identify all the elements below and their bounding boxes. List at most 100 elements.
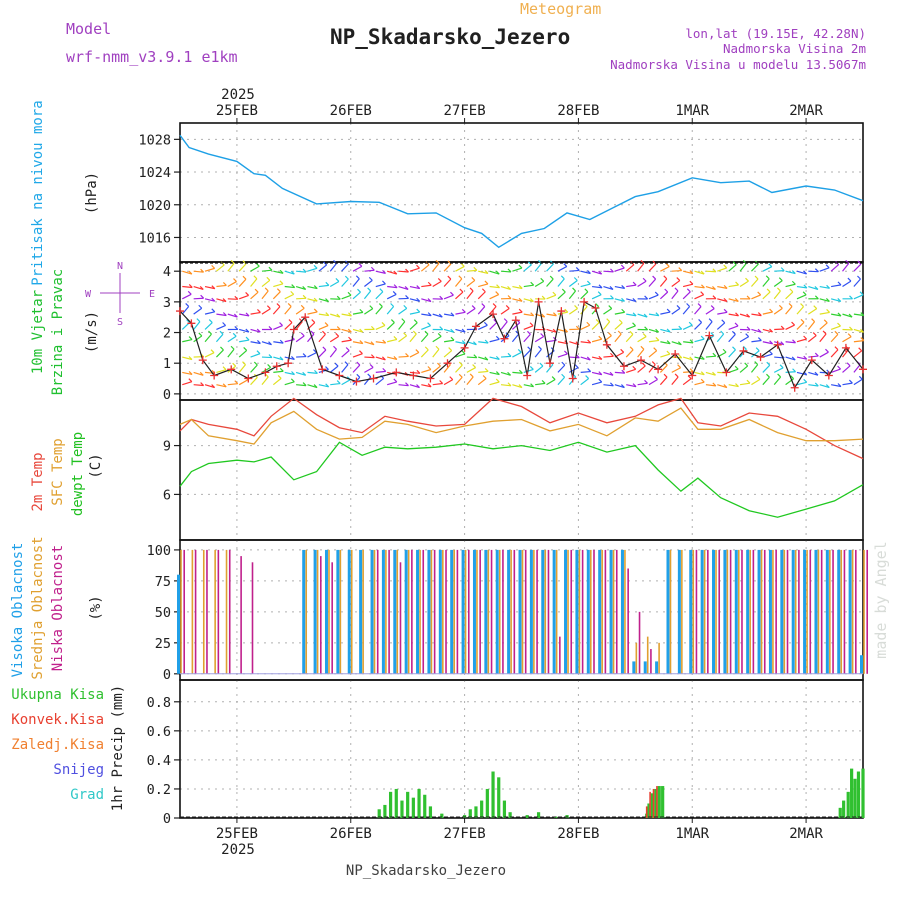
wind-gust-marker: [534, 297, 543, 306]
low-cloud-bar: [786, 549, 789, 674]
wind-barb: [182, 285, 193, 289]
wind-barb-flag: [800, 318, 805, 323]
wind-barb-flag: [233, 313, 238, 318]
wind-barb-flag: [757, 337, 762, 341]
wind-barb-flag: [427, 298, 432, 302]
wind-barb: [363, 290, 372, 300]
wind-barb-flag: [495, 291, 500, 295]
mid-cloud-bar: [350, 549, 353, 674]
wind-barb-flag: [313, 349, 317, 354]
wind-barb: [284, 306, 292, 315]
wind-barb: [637, 313, 648, 318]
mid-cloud-bar: [510, 549, 512, 674]
wind-barb: [580, 283, 591, 288]
wind-barb: [592, 285, 603, 289]
low-cloud-bar: [775, 549, 777, 674]
wind-barb: [671, 376, 679, 386]
wind-barb-flag: [245, 291, 250, 296]
wind-barb-flag: [518, 369, 523, 374]
wind-barb: [250, 353, 261, 358]
wind-barb: [683, 371, 694, 373]
wind-barb-flag: [803, 270, 808, 275]
wind-barb-flag: [208, 319, 213, 323]
wind-barb: [204, 371, 216, 375]
wind-barb: [296, 270, 307, 273]
wind-barb: [569, 356, 580, 359]
wind-barb: [238, 349, 248, 358]
wind-barb: [352, 311, 363, 315]
wind-barb: [535, 382, 546, 386]
wind-barb: [204, 384, 215, 389]
mid-cloud-bar: [498, 549, 501, 674]
wind-barb-flag: [710, 305, 715, 310]
wind-barb: [682, 324, 693, 331]
wind-barb: [500, 270, 512, 273]
wind-barb: [352, 265, 363, 272]
wind-barb: [625, 349, 634, 358]
wind-barb: [660, 328, 671, 333]
total-precip-bar: [657, 786, 661, 818]
wind-barb: [193, 335, 203, 343]
wind-barb-flag: [540, 277, 545, 282]
cloud-ylabel-low: Niska Oblacnost: [50, 545, 66, 671]
wind-gust-marker: [807, 356, 816, 365]
wind-barb-flag: [370, 266, 375, 271]
mid-cloud-bar: [191, 549, 194, 674]
total-precip-bar: [846, 791, 850, 818]
wind-barb: [364, 308, 374, 315]
wind-barb-flag: [461, 350, 466, 355]
wind-barb: [546, 263, 554, 272]
wind-barb: [216, 264, 225, 272]
wind-gust-marker: [289, 325, 298, 334]
wind-barb-flag: [495, 270, 500, 275]
wind-barb: [671, 341, 682, 346]
low-cloud-bar: [490, 549, 493, 674]
wind-barb-flag: [234, 295, 239, 300]
wind-barb-flag: [606, 318, 611, 323]
wind-barb: [398, 355, 409, 358]
wind-barb-flag: [541, 295, 546, 300]
wind-barb: [511, 333, 520, 343]
mid-cloud-bar: [658, 642, 660, 674]
wind-gust-marker: [790, 383, 799, 392]
wind-barb-flag: [551, 376, 556, 380]
wind-barb-flag: [834, 330, 839, 335]
wind-barb: [773, 280, 783, 288]
wind-gust-marker: [756, 353, 765, 362]
wind-barb: [683, 341, 694, 344]
total-precip-bar: [838, 807, 842, 818]
wind-barb-flag: [528, 261, 532, 266]
wind-barb-flag: [666, 308, 671, 313]
high-cloud-bar: [404, 549, 408, 674]
wind-barb-flag: [643, 313, 648, 318]
wind-barb: [807, 321, 816, 330]
day-label: 25FEB: [216, 826, 258, 842]
high-cloud-bar: [518, 549, 522, 674]
wind-barb: [785, 341, 796, 344]
wind-barb-flag: [483, 321, 488, 326]
wind-barb-flag: [200, 268, 205, 273]
wind-barb: [637, 336, 647, 343]
high-cloud-bar: [860, 655, 863, 674]
wind-barb-flag: [777, 287, 781, 292]
total-precip-bar: [491, 771, 495, 818]
wind-barb-flag: [745, 277, 749, 282]
wind-barb-flag: [416, 285, 421, 289]
wind-gust-marker: [369, 374, 378, 383]
low-cloud-bar: [627, 568, 629, 674]
wind-barb: [295, 371, 306, 376]
pressure-ylabel-unit: (hPa): [84, 172, 100, 214]
wind-barb-flag: [586, 356, 591, 361]
altitude-label: Nadmorska Visina 2m: [723, 41, 866, 56]
wind-barb-flag: [310, 330, 315, 335]
wind-barb-flag: [780, 341, 785, 346]
low-cloud-bar: [809, 549, 812, 674]
high-cloud-bar: [529, 549, 533, 674]
wind-barb-flag: [200, 294, 205, 299]
wind-barb: [193, 307, 203, 315]
wind-barb-flag: [640, 345, 645, 350]
wind-barb-flag: [447, 275, 452, 280]
wind-barb-flag: [253, 275, 258, 280]
wind-barb-flag: [390, 319, 395, 323]
mid-cloud-bar: [464, 549, 467, 674]
